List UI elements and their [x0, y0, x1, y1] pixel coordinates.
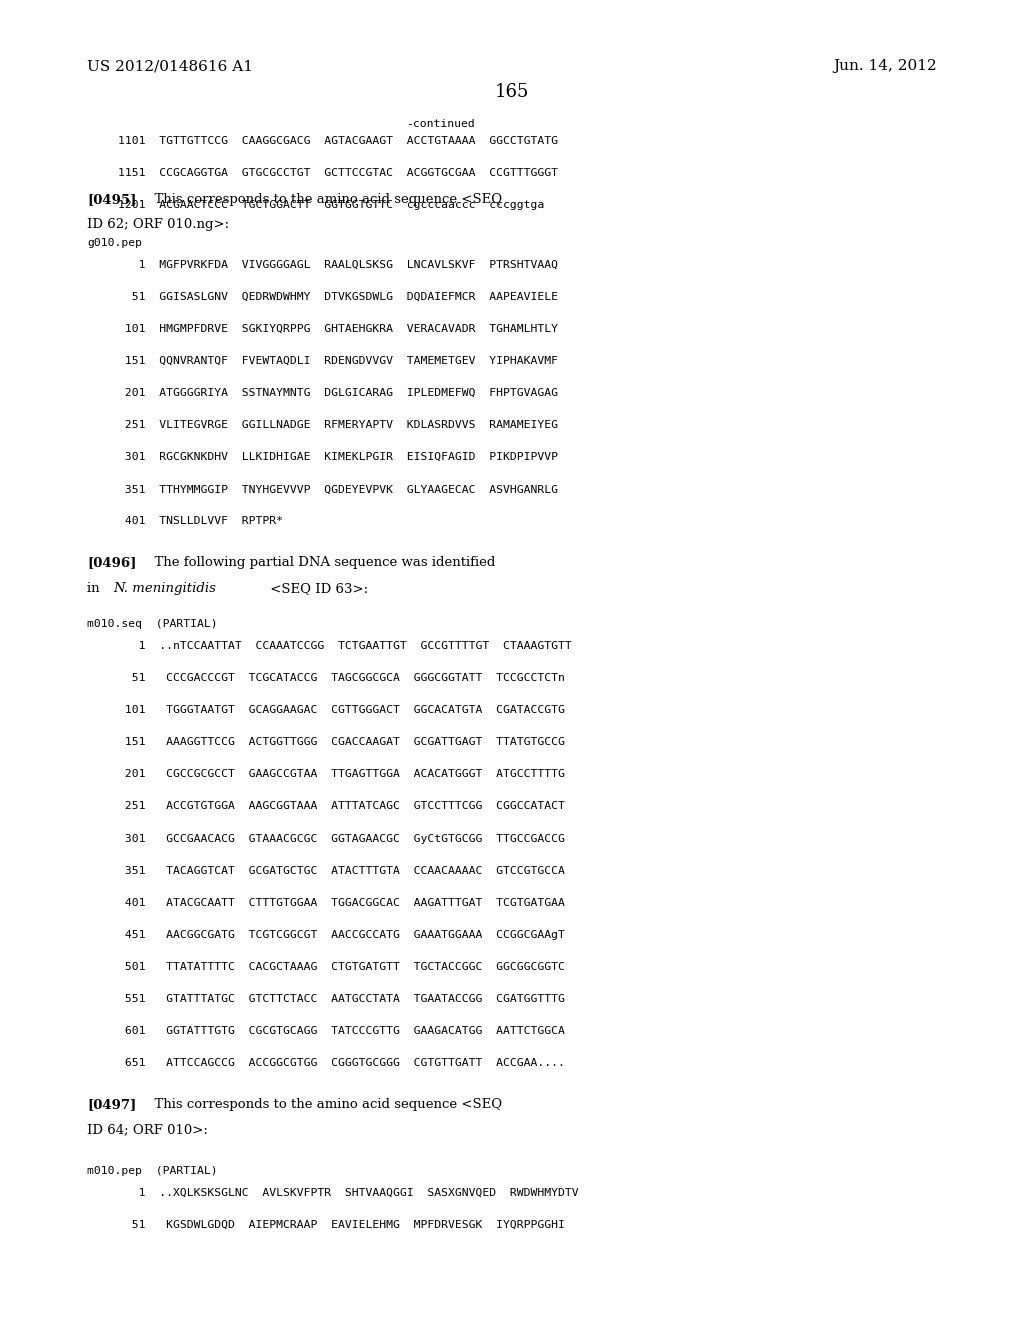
Text: 301  RGCGKNKDHV  LLKIDHIGAE  KIMEKLPGIR  EISIQFAGID  PIKDPIPVVP: 301 RGCGKNKDHV LLKIDHIGAE KIMEKLPGIR EIS… [118, 453, 558, 462]
Text: m010.pep  (PARTIAL): m010.pep (PARTIAL) [87, 1166, 218, 1176]
Text: [0496]: [0496] [87, 557, 136, 569]
Text: g010.pep: g010.pep [87, 238, 142, 248]
Text: 651   ATTCCAGCCG  ACCGGCGTGG  CGGGTGCGGG  CGTGTTGATT  ACCGAA....: 651 ATTCCAGCCG ACCGGCGTGG CGGGTGCGGG CGT… [118, 1059, 564, 1068]
Text: <SEQ ID 63>:: <SEQ ID 63>: [266, 582, 369, 595]
Text: 451   AACGGCGATG  TCGTCGGCGT  AACCGCCATG  GAAATGGAAA  CCGGCGAAgT: 451 AACGGCGATG TCGTCGGCGT AACCGCCATG GAA… [118, 929, 564, 940]
Text: This corresponds to the amino acid sequence <SEQ: This corresponds to the amino acid seque… [146, 1098, 503, 1111]
Text: 501   TTATATTTTC  CACGCTAAAG  CTGTGATGTT  TGCTACCGGC  GGCGGCGGTC: 501 TTATATTTTC CACGCTAAAG CTGTGATGTT TGC… [118, 962, 564, 972]
Text: 1201  ACGAACTCCC  TGCTGGACTT  GGTGGTGTTC  cgcccaaccc  cccggtga: 1201 ACGAACTCCC TGCTGGACTT GGTGGTGTTC cg… [118, 201, 544, 210]
Text: 401  TNSLLDLVVF  RPTPR*: 401 TNSLLDLVVF RPTPR* [118, 516, 283, 527]
Text: [0497]: [0497] [87, 1098, 136, 1111]
Text: 151  QQNVRANTQF  FVEWTAQDLI  RDENGDVVGV  TAMEMETGEV  YIPHAKAVMF: 151 QQNVRANTQF FVEWTAQDLI RDENGDVVGV TAM… [118, 356, 558, 366]
Text: 251  VLITEGVRGE  GGILLNADGE  RFMERYAPTV  KDLASRDVVS  RAMAMEIYEG: 251 VLITEGVRGE GGILLNADGE RFMERYAPTV KDL… [118, 420, 558, 430]
Text: 1  ..XQLKSKSGLNC  AVLSKVFPTR  SHTVAAQGGI  SASXGNVQED  RWDWHMYDTV: 1 ..XQLKSKSGLNC AVLSKVFPTR SHTVAAQGGI SA… [118, 1188, 579, 1197]
Text: 51   CCCGACCCGT  TCGCATACCG  TAGCGGCGCA  GGGCGGTATT  TCCGCCTCTn: 51 CCCGACCCGT TCGCATACCG TAGCGGCGCA GGGC… [118, 673, 564, 682]
Text: 301   GCCGAACACG  GTAAACGCGC  GGTAGAACGC  GyCtGTGCGG  TTGCCGACCG: 301 GCCGAACACG GTAAACGCGC GGTAGAACGC GyC… [118, 833, 564, 843]
Text: US 2012/0148616 A1: US 2012/0148616 A1 [87, 59, 253, 74]
Text: 351  TTHYMMGGIP  TNYHGEVVVP  QGDEYEVPVK  GLYAAGECAC  ASVHGANRLG: 351 TTHYMMGGIP TNYHGEVVVP QGDEYEVPVK GLY… [118, 484, 558, 494]
Text: 201   CGCCGCGCCT  GAAGCCGTAA  TTGAGTTGGA  ACACATGGGT  ATGCCTTTTG: 201 CGCCGCGCCT GAAGCCGTAA TTGAGTTGGA ACA… [118, 770, 564, 779]
Text: 101  HMGMPFDRVE  SGKIYQRPPG  GHTAEHGKRA  VERACAVADR  TGHAMLHTLY: 101 HMGMPFDRVE SGKIYQRPPG GHTAEHGKRA VER… [118, 323, 558, 334]
Text: 165: 165 [495, 83, 529, 102]
Text: 201  ATGGGGRIYA  SSTNAYMNTG  DGLGICARAG  IPLEDMEFWQ  FHPTGVAGAG: 201 ATGGGGRIYA SSTNAYMNTG DGLGICARAG IPL… [118, 388, 558, 397]
Text: 551   GTATTTATGC  GTCTTCTACC  AATGCCTATA  TGAATACCGG  CGATGGTTTG: 551 GTATTTATGC GTCTTCTACC AATGCCTATA TGA… [118, 994, 564, 1005]
Text: 1  MGFPVRKFDA  VIVGGGGAGL  RAALQLSKSG  LNCAVLSKVF  PTRSHTVAAQ: 1 MGFPVRKFDA VIVGGGGAGL RAALQLSKSG LNCAV… [118, 260, 558, 269]
Text: 601   GGTATTTGTG  CGCGTGCAGG  TATCCCGTTG  GAAGACATGG  AATTCTGGCA: 601 GGTATTTGTG CGCGTGCAGG TATCCCGTTG GAA… [118, 1026, 564, 1036]
Text: ID 64; ORF 010>:: ID 64; ORF 010>: [87, 1123, 208, 1137]
Text: -continued: -continued [406, 119, 475, 129]
Text: 1  ..nTCCAATTAT  CCAAATCCGG  TCTGAATTGT  GCCGTTTTGT  CTAAAGTGTT: 1 ..nTCCAATTAT CCAAATCCGG TCTGAATTGT GCC… [118, 642, 571, 651]
Text: 51  GGISASLGNV  QEDRWDWHMY  DTVKGSDWLG  DQDAIEFMCR  AAPEAVIELE: 51 GGISASLGNV QEDRWDWHMY DTVKGSDWLG DQDA… [118, 292, 558, 302]
Text: Jun. 14, 2012: Jun. 14, 2012 [834, 59, 937, 74]
Text: m010.seq  (PARTIAL): m010.seq (PARTIAL) [87, 619, 218, 628]
Text: N. meningitidis: N. meningitidis [114, 582, 216, 595]
Text: 151   AAAGGTTCCG  ACTGGTTGGG  CGACCAAGAT  GCGATTGAGT  TTATGTGCCG: 151 AAAGGTTCCG ACTGGTTGGG CGACCAAGAT GCG… [118, 737, 564, 747]
Text: 101   TGGGTAATGT  GCAGGAAGAC  CGTTGGGACT  GGCACATGTA  CGATACCGTG: 101 TGGGTAATGT GCAGGAAGAC CGTTGGGACT GGC… [118, 705, 564, 715]
Text: 251   ACCGTGTGGA  AAGCGGTAAA  ATTTATCAGC  GTCCTTTCGG  CGGCCATACT: 251 ACCGTGTGGA AAGCGGTAAA ATTTATCAGC GTC… [118, 801, 564, 812]
Text: 1101  TGTTGTTCCG  CAAGGCGACG  AGTACGAAGT  ACCTGTAAAA  GGCCTGTATG: 1101 TGTTGTTCCG CAAGGCGACG AGTACGAAGT AC… [118, 136, 558, 147]
Text: 401   ATACGCAATT  CTTTGTGGAA  TGGACGGCAC  AAGATTTGAT  TCGTGATGAA: 401 ATACGCAATT CTTTGTGGAA TGGACGGCAC AAG… [118, 898, 564, 908]
Text: ID 62; ORF 010.ng>:: ID 62; ORF 010.ng>: [87, 218, 229, 231]
Text: 51   KGSDWLGDQD  AIEPMCRAAP  EAVIELEHMG  MPFDRVESGK  IYQRPPGGHI: 51 KGSDWLGDQD AIEPMCRAAP EAVIELEHMG MPFD… [118, 1220, 564, 1230]
Text: The following partial DNA sequence was identified: The following partial DNA sequence was i… [146, 557, 496, 569]
Text: 1151  CCGCAGGTGA  GTGCGCCTGT  GCTTCCGTAC  ACGGTGCGAA  CCGTTTGGGT: 1151 CCGCAGGTGA GTGCGCCTGT GCTTCCGTAC AC… [118, 168, 558, 178]
Text: in: in [87, 582, 103, 595]
Text: 351   TACAGGTCAT  GCGATGCTGC  ATACTTTGTA  CCAACAAAAC  GTCCGTGCCA: 351 TACAGGTCAT GCGATGCTGC ATACTTTGTA CCA… [118, 866, 564, 875]
Text: This corresponds to the amino acid sequence <SEQ: This corresponds to the amino acid seque… [146, 193, 503, 206]
Text: [0495]: [0495] [87, 193, 136, 206]
